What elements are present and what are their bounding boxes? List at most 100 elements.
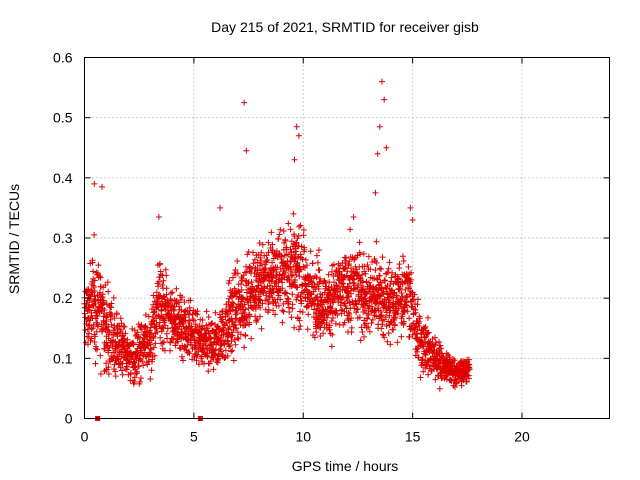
data-point [313, 328, 320, 335]
peak-point [379, 78, 385, 85]
data-point [350, 286, 357, 293]
data-point [158, 328, 165, 335]
data-point [389, 269, 396, 276]
data-point [308, 291, 315, 298]
data-point [94, 346, 101, 353]
data-point [361, 307, 368, 314]
data-point [117, 315, 124, 322]
data-point [414, 301, 421, 308]
data-point [404, 293, 411, 300]
data-point [356, 314, 363, 321]
data-point [280, 227, 287, 234]
data-point [275, 283, 282, 290]
data-point [269, 241, 276, 248]
data-point [95, 262, 102, 269]
data-point [106, 344, 113, 351]
data-point [332, 320, 339, 327]
y-tick-label: 0.1 [53, 350, 73, 366]
peak-point [217, 204, 224, 211]
data-point [243, 268, 250, 275]
data-point [297, 308, 304, 315]
data-point [288, 267, 295, 274]
data-point [387, 341, 394, 348]
data-point [311, 334, 318, 341]
peak-point [243, 147, 250, 154]
data-point [181, 308, 188, 315]
grid-lines [84, 57, 610, 419]
data-point [129, 325, 136, 332]
data-point [229, 347, 236, 354]
data-point [278, 276, 285, 283]
data-point [90, 282, 97, 289]
y-tick-label: 0.4 [53, 170, 73, 186]
data-point [390, 326, 397, 333]
data-point [311, 306, 318, 313]
data-point [92, 300, 99, 307]
data-point [368, 303, 375, 310]
data-point [369, 259, 376, 266]
data-point [374, 276, 381, 283]
data-point [266, 293, 273, 300]
data-point [92, 360, 99, 367]
data-point [159, 339, 166, 346]
data-point [365, 323, 372, 330]
data-point [169, 289, 176, 296]
data-point [233, 325, 240, 332]
data-point [349, 298, 356, 305]
data-point [91, 231, 98, 238]
data-point [241, 310, 248, 317]
data-point [243, 289, 250, 296]
data-point [92, 333, 99, 340]
data-point [149, 313, 156, 320]
data-point [180, 357, 187, 364]
data-point [348, 265, 355, 272]
data-point [282, 289, 289, 296]
data-point [155, 283, 162, 290]
data-point [274, 264, 281, 271]
data-point [164, 297, 171, 304]
data-point [290, 210, 297, 217]
data-point [221, 355, 228, 362]
data-point [102, 282, 109, 289]
data-point [331, 279, 338, 286]
data-point [141, 324, 148, 331]
data-point [108, 321, 115, 328]
data-point [252, 306, 259, 313]
data-point [422, 362, 429, 369]
data-point [260, 289, 267, 296]
data-point [130, 358, 137, 365]
data-point [436, 338, 443, 345]
data-point [345, 284, 352, 291]
data-point [294, 259, 301, 266]
data-point [393, 292, 400, 299]
peak-point [293, 123, 300, 130]
data-point [150, 344, 157, 351]
data-point [238, 281, 245, 288]
data-point [150, 333, 157, 340]
y-tick-label: 0.5 [53, 110, 73, 126]
data-point [268, 229, 275, 236]
data-point [310, 298, 317, 305]
peak-point [407, 204, 414, 211]
data-point [324, 314, 331, 321]
data-point [186, 350, 193, 357]
data-point [136, 355, 143, 362]
data-point [256, 262, 263, 269]
data-point [161, 347, 168, 354]
data-point [358, 324, 365, 331]
data-point [314, 259, 321, 266]
data-point [204, 350, 211, 357]
data-point [257, 257, 264, 264]
data-point [209, 319, 216, 326]
data-point [148, 367, 155, 374]
data-point [345, 309, 352, 316]
data-point [152, 340, 159, 347]
data-point [229, 299, 236, 306]
data-point [264, 257, 271, 264]
data-point [382, 277, 389, 284]
data-point [293, 261, 300, 268]
data-point [150, 301, 157, 308]
data-point [466, 366, 473, 373]
data-point [84, 341, 91, 348]
